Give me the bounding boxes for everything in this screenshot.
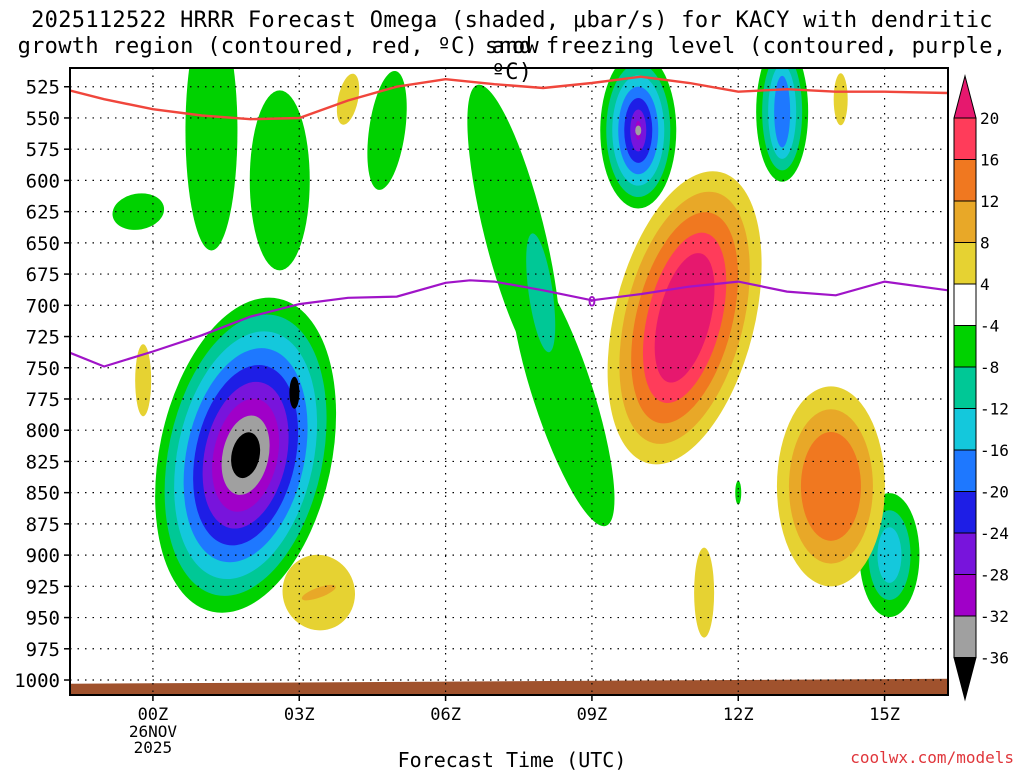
y-tick-label: 700 (26, 295, 60, 317)
colorbar-bin (953, 615, 977, 658)
colorbar-label: -24 (980, 524, 1009, 543)
x-tick-label: 09Z (577, 705, 608, 725)
y-tick-label: 600 (26, 170, 60, 192)
colorbar-bin (953, 159, 977, 202)
colorbar-bin (953, 574, 977, 617)
colorbar-label: -12 (980, 400, 1009, 419)
omega-10z-aloft-level-7 (635, 125, 642, 136)
omega-13z-aloft-level-3 (774, 75, 791, 148)
y-tick-label: 525 (26, 77, 60, 99)
omega-main-band-level-8 (231, 432, 261, 479)
colorbar-label: -16 (980, 441, 1009, 460)
omega-green-curtain-2 (249, 90, 310, 271)
colorbar-label: -20 (980, 483, 1009, 502)
chart-title-line1: 2025112522 HRRR Forecast Omega (shaded, … (31, 8, 993, 59)
plot-frame (69, 67, 949, 696)
y-tick-label: 1000 (14, 670, 60, 692)
y-tick-label: 725 (26, 327, 60, 349)
colorbar-bin (953, 449, 977, 492)
colorbar-bottom-arrow (953, 657, 977, 702)
colorbar-label: -32 (980, 607, 1009, 626)
colorbar-label: 4 (980, 275, 990, 294)
colorbar-top-arrow (953, 74, 977, 119)
x-tick-label: 03Z (284, 705, 315, 725)
omega-sink-04z-level-1 (301, 584, 336, 601)
x-tick-label: 06Z (430, 705, 461, 725)
colorbar-label: -8 (980, 358, 999, 377)
x-tick-year: 2025 (134, 738, 173, 757)
y-tick-label: 675 (26, 264, 60, 286)
y-tick-label: 850 (26, 483, 60, 505)
y-tick-label: 625 (26, 202, 60, 224)
colorbar-label: 12 (980, 192, 999, 211)
y-tick-label: 775 (26, 389, 60, 411)
y-tick-label: 800 (26, 420, 60, 442)
freezing-level-contour (70, 279, 948, 368)
colorbar-label: -4 (980, 317, 999, 336)
terrain-surface (70, 678, 948, 695)
colorbar-bin (953, 325, 977, 368)
omega-yellow-1400 (833, 73, 848, 126)
y-tick-label: 575 (26, 139, 60, 161)
colorbar-bin (953, 283, 977, 326)
credit-link[interactable]: coolwx.com/models (850, 748, 1014, 767)
y-tick-label: 875 (26, 514, 60, 536)
y-tick-label: 825 (26, 451, 60, 473)
colorbar-bin (953, 366, 977, 409)
x-tick-label: 12Z (723, 705, 754, 725)
plot-area: 0 (70, 68, 948, 695)
y-tick-label: 550 (26, 108, 60, 130)
y-tick-label: 650 (26, 233, 60, 255)
colorbar-bin (953, 200, 977, 243)
omega-main-band-core2 (289, 376, 300, 409)
x-tick-label: 15Z (869, 705, 900, 725)
omega-teal-0800 (526, 233, 556, 353)
y-tick-label: 900 (26, 545, 60, 567)
omega-yellow-0430 (336, 73, 360, 125)
colorbar-bin (953, 117, 977, 160)
colorbar-label: 8 (980, 234, 990, 253)
colorbar-label: 16 (980, 151, 999, 170)
colorbar-label: -28 (980, 566, 1009, 585)
colorbar-bin (953, 408, 977, 451)
freezing-level-label: 0 (588, 295, 596, 311)
y-tick-label: 750 (26, 358, 60, 380)
omega-green-curtain-1 (185, 68, 238, 251)
y-tick-label: 975 (26, 639, 60, 661)
colorbar-label: 20 (980, 109, 999, 128)
omega-sink-14z-level-2 (800, 432, 861, 541)
x-tick-label: 00Z (138, 705, 169, 725)
x-tick-date: 26NOV (129, 722, 178, 741)
y-tick-label: 925 (26, 576, 60, 598)
omega-green-ribbon-04z (367, 70, 407, 190)
colorbar-label: -36 (980, 649, 1009, 668)
colorbar-bin (953, 532, 977, 575)
colorbar-bin (953, 491, 977, 534)
chart-title-line2: growth region (contoured, red, ºC) and f… (17, 34, 1007, 85)
colorbar-bin (953, 242, 977, 285)
omega-yellow-0000 (135, 344, 152, 417)
dendritic-growth-contour (70, 75, 948, 121)
omega-yellow-tail (694, 547, 715, 638)
omega-15z-lowlevel-level-2 (877, 527, 902, 583)
y-tick-label: 950 (26, 608, 60, 630)
